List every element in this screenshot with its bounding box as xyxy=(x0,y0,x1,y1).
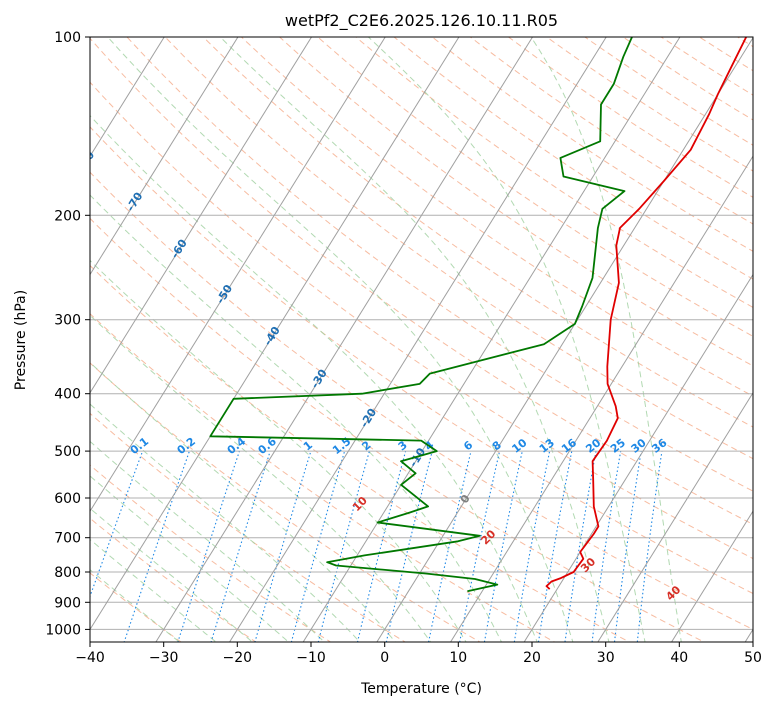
x-tick-label: −10 xyxy=(296,650,326,666)
y-tick-label: 800 xyxy=(54,565,81,581)
dry-adiabat-line xyxy=(90,313,556,642)
dry-adiabat-line xyxy=(90,171,753,630)
isotherm-line xyxy=(376,37,753,642)
chart-title: wetPf2_C2E6.2025.126.10.11.R05 xyxy=(285,11,558,31)
y-tick-label: 300 xyxy=(54,313,81,329)
x-tick-label: 40 xyxy=(670,650,688,666)
mixing-ratio-line xyxy=(317,450,370,642)
moist-adiabat-line xyxy=(90,475,290,642)
y-axis-label: Pressure (hPa) xyxy=(13,290,29,390)
y-tick-label: 400 xyxy=(54,387,81,403)
isotherm-line xyxy=(90,37,460,631)
moist-adiabat-line xyxy=(90,194,503,642)
x-tick-label: −20 xyxy=(223,650,253,666)
y-tick-label: 500 xyxy=(54,444,81,460)
x-tick-label: 50 xyxy=(744,650,762,666)
isotherm-line xyxy=(670,510,753,642)
isotherm-line xyxy=(90,37,239,276)
moist-adiabat-line xyxy=(90,314,432,642)
x-tick-label: 0 xyxy=(380,650,389,666)
mixing-ratio-line xyxy=(290,450,346,642)
x-tick-label: 20 xyxy=(523,650,541,666)
dry-adiabat-line xyxy=(90,81,753,560)
mixing-ratio-line xyxy=(483,450,523,642)
moist-adiabat-line xyxy=(530,37,682,642)
isotherm-line xyxy=(155,37,534,642)
isotherm-line xyxy=(90,37,386,513)
dry-adiabat-line xyxy=(393,37,753,280)
isotherm-line xyxy=(228,37,607,642)
dewpoint-profile-line xyxy=(209,37,633,593)
x-tick-label: 30 xyxy=(597,650,615,666)
isotherm-label: -80 xyxy=(76,149,98,173)
dry-adiabat-line xyxy=(431,37,753,252)
x-tick-label: −30 xyxy=(149,650,179,666)
isotherm-line xyxy=(90,37,313,394)
mixing-ratio-line xyxy=(210,450,271,642)
dry-adiabat-line xyxy=(469,37,753,225)
x-axis-label: Temperature (°C) xyxy=(360,681,482,697)
plot-frame xyxy=(89,36,754,643)
y-axis: 1000 900 800 700 600 500 400 300 200 100 xyxy=(45,30,90,638)
dry-adiabat-line xyxy=(90,362,481,642)
mixing-ratio-line xyxy=(385,450,433,642)
moist-adiabat-line xyxy=(90,259,467,642)
dry-adiabat-line xyxy=(278,37,753,367)
isotherm-line xyxy=(449,155,753,642)
y-tick-label: 1000 xyxy=(45,622,81,638)
y-tick-label: 100 xyxy=(54,30,81,46)
dry-adiabat-line xyxy=(202,37,753,428)
moist-adiabat-line xyxy=(90,114,538,642)
temperature-profile-line xyxy=(545,37,748,590)
x-tick-label: −40 xyxy=(75,650,105,666)
x-axis: −40 −30 −20 −10 0 10 20 30 40 50 xyxy=(75,642,762,666)
isotherm-line xyxy=(597,391,753,642)
dry-adiabat-line xyxy=(90,517,257,642)
dry-adiabat-line xyxy=(126,37,753,492)
moist-adiabat-line xyxy=(90,440,325,642)
dry-adiabat-line xyxy=(507,37,753,198)
dry-adiabat-line xyxy=(317,37,753,337)
y-tick-label: 900 xyxy=(54,595,81,611)
y-tick-label: 200 xyxy=(54,208,81,224)
mixing-ratio-line xyxy=(459,450,501,642)
moist-adiabat-line xyxy=(90,403,361,642)
mixing-ratio-line xyxy=(428,450,472,642)
moist-adiabat-line xyxy=(219,37,610,642)
isotherm-line xyxy=(302,37,681,642)
dry-adiabat-line xyxy=(90,464,332,642)
x-tick-label: 10 xyxy=(449,650,467,666)
series-lines xyxy=(209,37,748,593)
dry-adiabat-line xyxy=(355,37,753,308)
y-tick-label: 700 xyxy=(54,531,81,547)
isotherm-line xyxy=(90,37,165,158)
dry-adiabat-line xyxy=(90,37,753,525)
moist-adiabat-line xyxy=(107,37,574,642)
dry-adiabat-line xyxy=(240,37,753,397)
y-tick-label: 600 xyxy=(54,491,81,507)
dry-adiabat-line xyxy=(164,37,753,460)
mixing-ratio-line xyxy=(254,450,312,642)
